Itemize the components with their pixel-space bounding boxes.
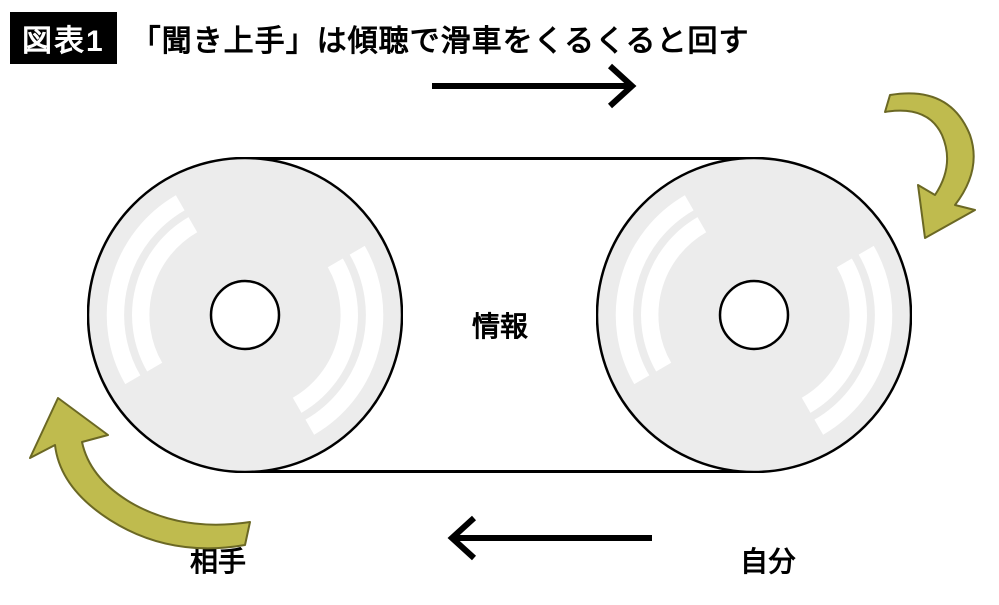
center-label: 情報 (472, 305, 528, 345)
figure-badge: 図表1 (10, 12, 117, 64)
curved-arrow-left (10, 390, 260, 560)
arrow-top (430, 61, 654, 111)
pulley-right (596, 157, 912, 473)
pulley-diagram: 情報 相手 自分 (0, 60, 999, 605)
figure-title: 「聞き上手」は傾聴で滑車をくるくると回す (131, 16, 750, 60)
curved-arrow-right (870, 80, 990, 240)
label-right: 自分 (740, 540, 796, 580)
arrow-bottom (430, 513, 654, 563)
